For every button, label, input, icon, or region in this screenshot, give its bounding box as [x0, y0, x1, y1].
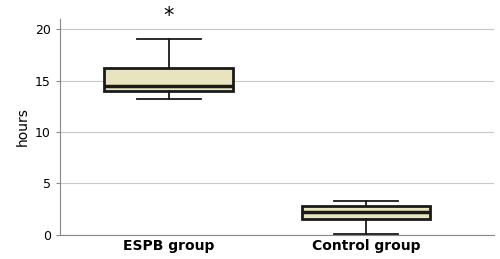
- PathPatch shape: [302, 206, 430, 219]
- Y-axis label: hours: hours: [16, 107, 30, 146]
- PathPatch shape: [104, 68, 233, 91]
- Text: *: *: [164, 6, 174, 26]
